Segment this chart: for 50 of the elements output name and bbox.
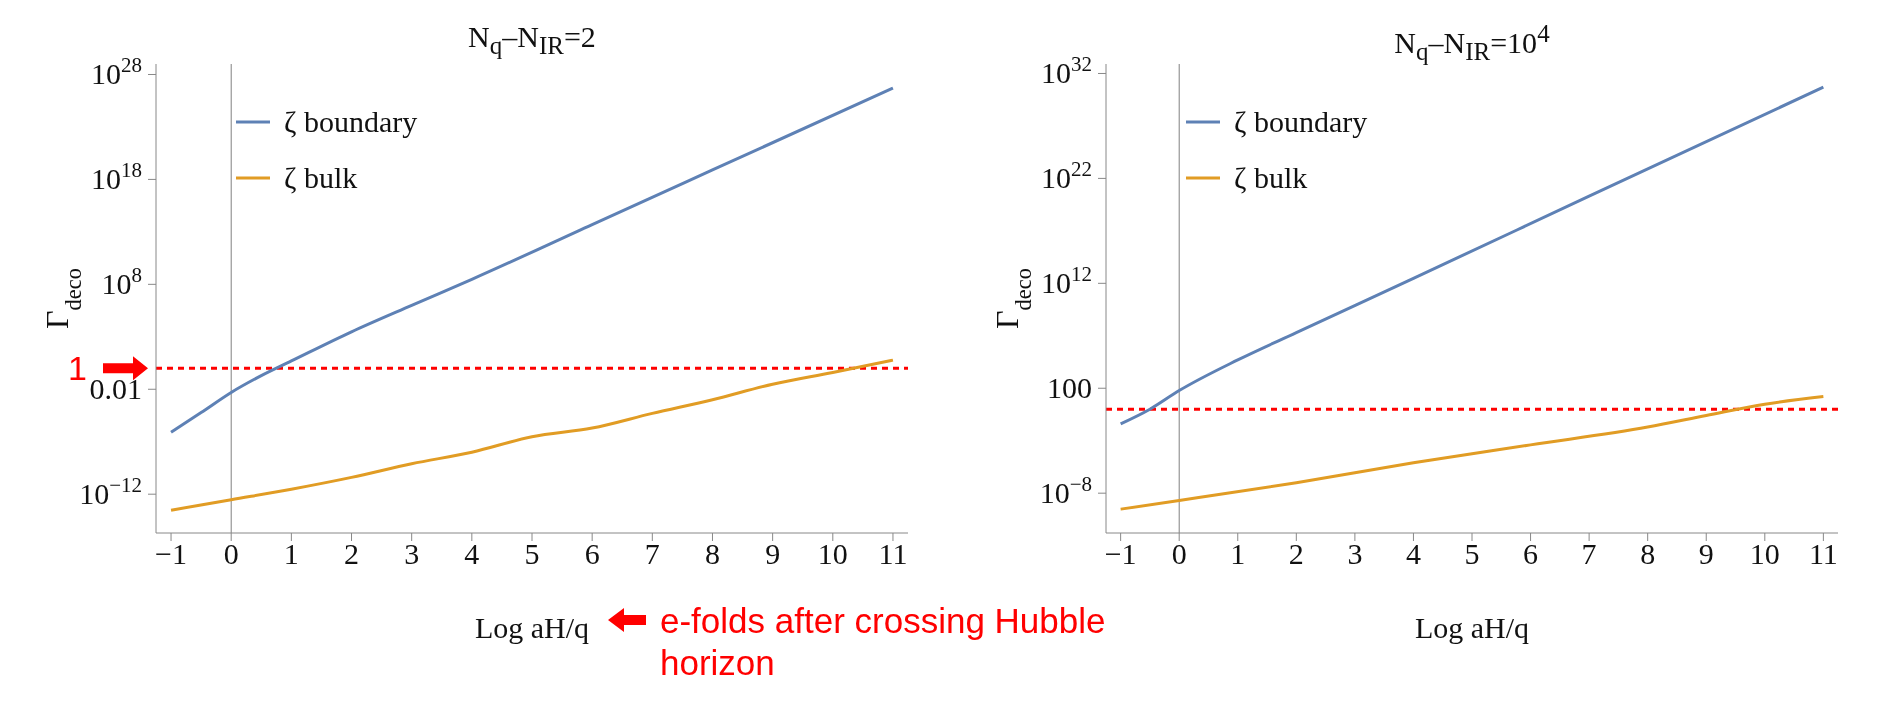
- legend-label: ζ boundary: [284, 104, 418, 140]
- chart-title: N$_{q}$–N$_{IR}$=2: [467, 20, 597, 60]
- x-axis-title: Log aH/q: [474, 611, 590, 644]
- ref-line-label: 1: [68, 349, 87, 388]
- x-tick-label: 4: [464, 537, 480, 571]
- x-tick-label: 2: [1288, 537, 1304, 571]
- y-tick-label: 10$^{28}$: [91, 53, 142, 91]
- line-series: [1119, 395, 1825, 511]
- line-series: [169, 358, 895, 512]
- y-tick-label: 100: [1047, 371, 1092, 405]
- x-axis-title: Log aH/q: [1414, 611, 1530, 644]
- x-tick-label: 5: [524, 537, 540, 571]
- line-series: [169, 86, 895, 434]
- x-tick-label: −1: [155, 537, 187, 571]
- x-tick-label: 1: [1230, 537, 1246, 571]
- y-tick-label: 10$^{32}$: [1041, 52, 1092, 90]
- y-tick-label: 10$^{−8}$: [1039, 472, 1092, 510]
- x-tick-label: 10: [1749, 537, 1780, 571]
- chart-title: N$_{q}$–N$_{IR}$=10$^{4}$: [1393, 20, 1551, 66]
- x-tick-label: 9: [765, 537, 781, 571]
- x-tick-label: 11: [1808, 537, 1838, 571]
- x-tick-label: 4: [1405, 537, 1421, 571]
- y-tick-label: 10$^{18}$: [91, 158, 142, 196]
- x-tick-label: 6: [584, 537, 600, 571]
- y-tick-label: 10$^{8}$: [101, 263, 142, 301]
- x-tick-label: 7: [644, 537, 660, 571]
- x-tick-label: 5: [1464, 537, 1480, 571]
- legend-label: ζ boundary: [1234, 104, 1368, 140]
- x-tick-label: 3: [1347, 537, 1363, 571]
- x-tick-label: 8: [1640, 537, 1656, 571]
- y-tick-label: 10$^{22}$: [1041, 157, 1092, 195]
- line-series: [1119, 85, 1825, 426]
- x-tick-label: 0: [223, 537, 239, 571]
- legend-label: ζ bulk: [1234, 160, 1308, 196]
- x-tick-label: 2: [344, 537, 360, 571]
- x-tick-label: −1: [1104, 537, 1137, 571]
- x-tick-label: 0: [1171, 537, 1187, 571]
- x-tick-label: 3: [404, 537, 420, 571]
- x-tick-label: 11: [878, 537, 908, 571]
- y-tick-label: 10$^{12}$: [1041, 262, 1092, 300]
- y-tick-label: 10$^{−12}$: [79, 473, 142, 511]
- text: e-folds after crossing Hubble horizon: [660, 600, 1107, 684]
- y-tick-label: 0.01: [89, 372, 142, 406]
- x-tick-label: 9: [1698, 537, 1714, 571]
- x-tick-label: 1: [283, 537, 299, 571]
- x-tick-label: 6: [1523, 537, 1539, 571]
- x-tick-label: 7: [1581, 537, 1597, 571]
- x-tick-label: 8: [704, 537, 720, 571]
- legend-label: ζ bulk: [284, 160, 358, 196]
- x-tick-label: 10: [817, 537, 848, 571]
